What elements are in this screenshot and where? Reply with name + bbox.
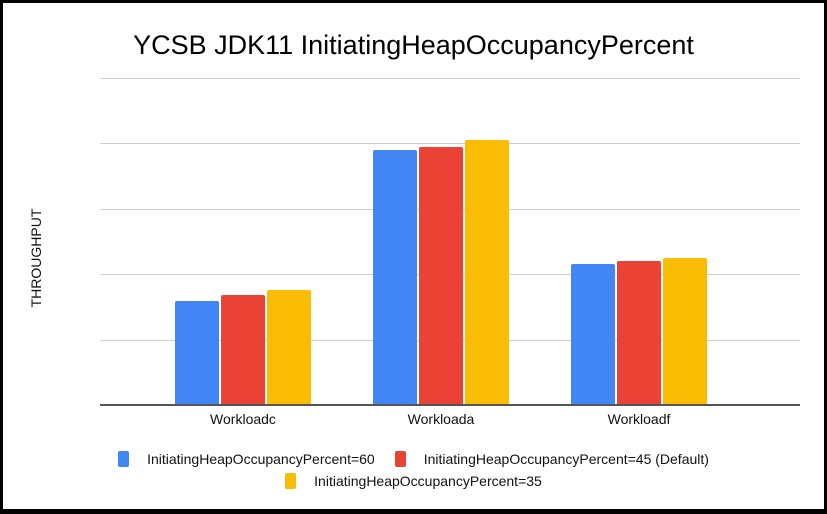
bar-workloadc-series-2[interactable] xyxy=(267,289,311,405)
bar-workloadc-series-0[interactable] xyxy=(175,301,219,405)
bar-workloada-series-1[interactable] xyxy=(419,147,463,405)
legend-label: InitiatingHeapOccupancyPercent=45 (Defau… xyxy=(423,451,709,467)
legend-row-1: InitiatingHeapOccupancyPercent=60 Initia… xyxy=(3,448,824,470)
bar-workloadc-series-1[interactable] xyxy=(221,295,265,405)
bar-workloadf-series-0[interactable] xyxy=(571,263,615,405)
legend-row-2: InitiatingHeapOccupancyPercent=35 xyxy=(3,470,824,492)
chart-title: YCSB JDK11 InitiatingHeapOccupancyPercen… xyxy=(133,30,694,60)
y-axis-label: THROUGHPUT xyxy=(28,208,44,308)
legend-swatch-icon xyxy=(394,451,406,467)
legend-label: InitiatingHeapOccupancyPercent=35 xyxy=(314,473,542,489)
chart-frame: YCSB JDK11 InitiatingHeapOccupancyPercen… xyxy=(3,3,824,509)
bar-workloadf-series-1[interactable] xyxy=(617,261,661,405)
gridline xyxy=(100,78,800,79)
legend-item-35[interactable]: InitiatingHeapOccupancyPercent=35 xyxy=(285,473,542,489)
legend-swatch-icon xyxy=(285,473,297,489)
legend-item-45-default[interactable]: InitiatingHeapOccupancyPercent=45 (Defau… xyxy=(394,451,709,467)
x-tick-label: Workloadc xyxy=(210,411,276,427)
legend: InitiatingHeapOccupancyPercent=60 Initia… xyxy=(3,448,824,492)
x-tick-label: Workloada xyxy=(407,411,475,427)
plot-area: Workloadc Workloada Workloadf xyxy=(100,78,800,427)
legend-swatch-icon xyxy=(118,451,130,467)
legend-item-60[interactable]: InitiatingHeapOccupancyPercent=60 xyxy=(118,451,375,467)
legend-label: InitiatingHeapOccupancyPercent=60 xyxy=(147,451,375,467)
bar-workloada-series-0[interactable] xyxy=(373,149,417,405)
gridline xyxy=(100,143,800,145)
bar-workloada-series-2[interactable] xyxy=(465,140,509,405)
bar-workloadf-series-2[interactable] xyxy=(663,257,707,405)
x-tick-label: Workloadf xyxy=(607,411,671,427)
x-axis-baseline xyxy=(100,404,800,406)
